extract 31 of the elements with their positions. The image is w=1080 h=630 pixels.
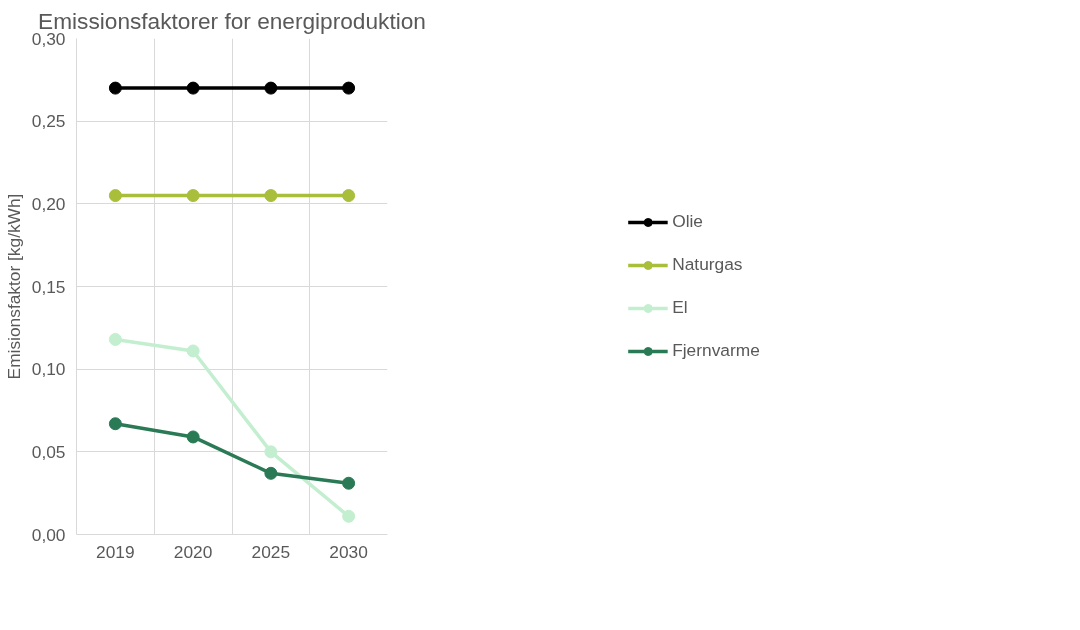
point: [342, 509, 356, 523]
legend-label: Naturgas: [672, 254, 743, 275]
x-tick-label: 2025: [251, 541, 291, 562]
point: [264, 81, 278, 95]
point: [342, 476, 356, 490]
y-tick-label: 0,10: [31, 359, 66, 380]
point: [186, 189, 200, 203]
legend-label: Fjernvarme: [672, 340, 760, 361]
point: [108, 81, 122, 95]
point: [264, 466, 278, 480]
y-tick-label: 0,00: [31, 524, 66, 545]
legend-label: El: [672, 297, 689, 318]
x-tick-label: 2020: [173, 541, 213, 562]
point: [264, 445, 278, 459]
point: [186, 430, 200, 444]
point: [342, 189, 356, 203]
point: [108, 189, 122, 203]
point: [264, 189, 278, 203]
point: [186, 344, 200, 358]
x-tick-label: 2019: [96, 541, 135, 562]
point: [108, 332, 122, 346]
point: [108, 417, 122, 431]
y-tick-label: 0,05: [31, 441, 66, 462]
point: [186, 81, 200, 95]
point: [342, 81, 356, 95]
y-axis-title: Emisionsfaktor [kg/kWh]: [3, 193, 24, 380]
y-tick-label: 0,20: [31, 193, 66, 214]
y-tick-label: 0,25: [31, 111, 66, 132]
x-tick-label: 2030: [329, 541, 368, 562]
y-tick-label: 0,15: [31, 276, 66, 297]
legend-label: Olie: [672, 211, 704, 232]
